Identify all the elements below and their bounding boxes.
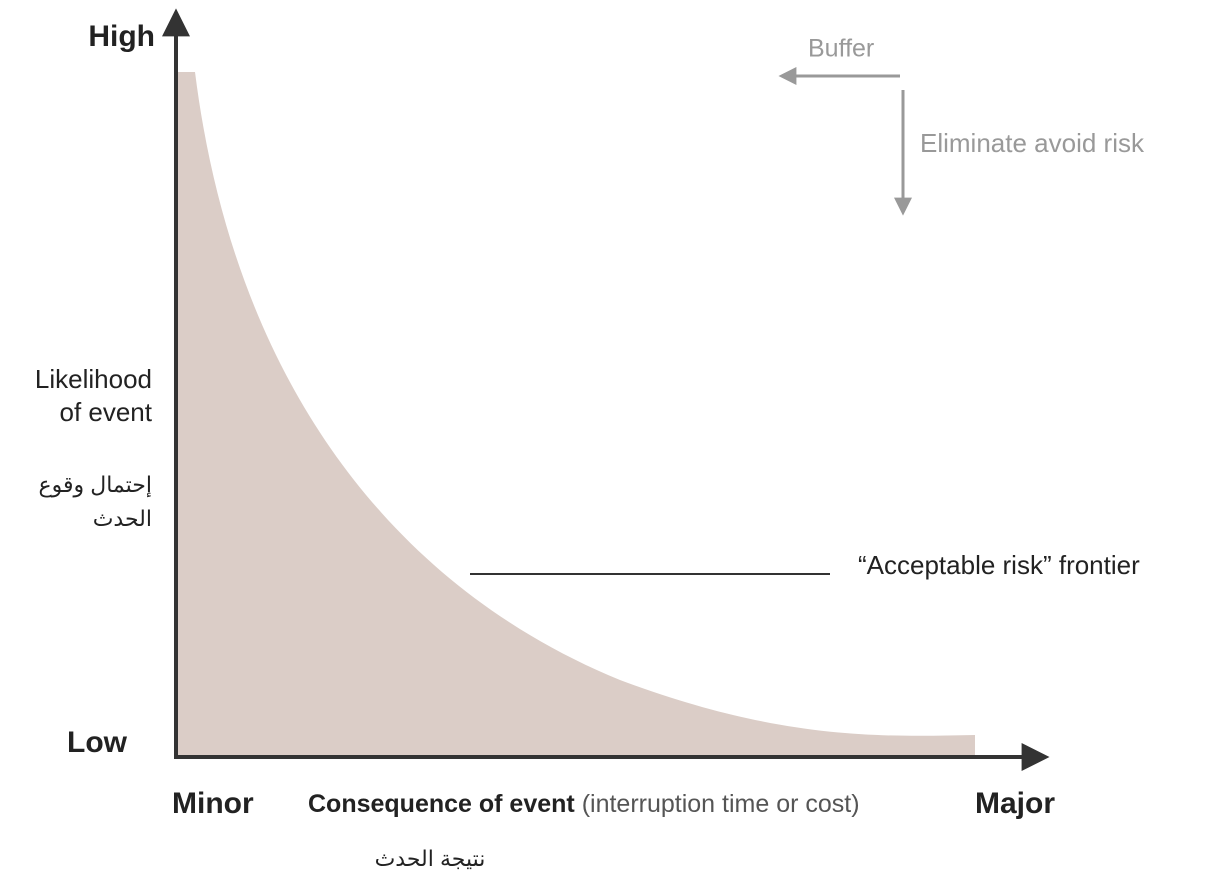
x-label: Consequence of event (interruption time … bbox=[308, 790, 860, 818]
low-label: Low bbox=[67, 726, 128, 759]
x-label-arabic: نتيجة الحدث bbox=[375, 846, 486, 871]
y-label: Likelihood bbox=[35, 364, 152, 394]
y-label-arabic: إحتمال وقوع bbox=[38, 472, 152, 498]
risk-area bbox=[178, 72, 975, 757]
minor-label: Minor bbox=[172, 787, 254, 820]
x-label-main: Consequence of event bbox=[308, 790, 575, 818]
buffer-label: Buffer bbox=[808, 35, 874, 63]
y-label-arabic: الحدث bbox=[93, 506, 152, 531]
major-label: Major bbox=[975, 787, 1055, 820]
high-label: High bbox=[88, 20, 155, 53]
x-label-note: (interruption time or cost) bbox=[582, 790, 860, 818]
frontier-label: “Acceptable risk” frontier bbox=[858, 550, 1140, 580]
y-label: of event bbox=[59, 397, 152, 427]
eliminate-label: Eliminate avoid risk bbox=[920, 128, 1145, 158]
